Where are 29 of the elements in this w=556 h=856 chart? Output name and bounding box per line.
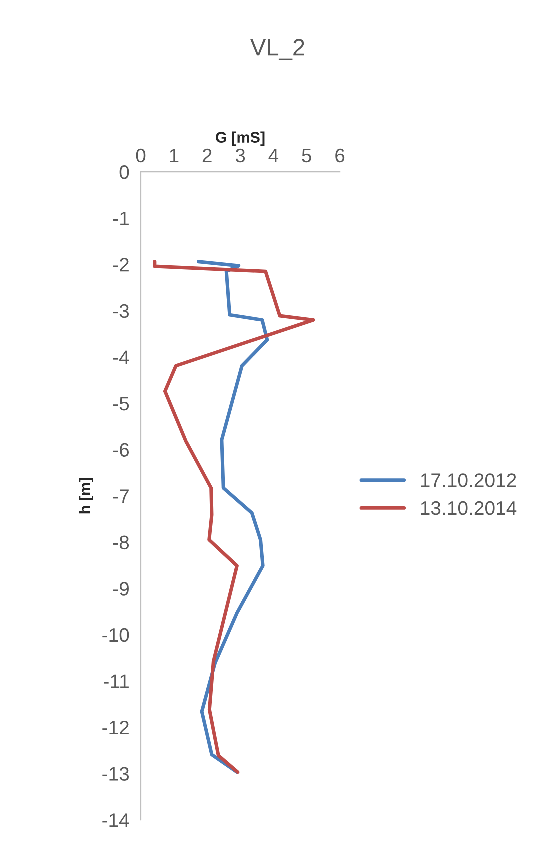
y-tick-label: -3 <box>113 304 130 318</box>
y-tick-label: -4 <box>113 350 130 364</box>
chart-title: VL_2 <box>250 39 304 60</box>
x-tick-label: 1 <box>170 149 179 162</box>
x-tick-label: 4 <box>268 149 279 162</box>
y-tick-label: -9 <box>113 582 129 596</box>
y-tick-label: -2 <box>113 258 129 272</box>
x-axis-title: G [mS] <box>216 132 265 146</box>
y-tick-label: -8 <box>113 536 130 550</box>
y-tick-label: -12 <box>102 720 129 735</box>
x-tick-label: 0 <box>136 148 146 163</box>
line-series <box>153 260 316 774</box>
y-tick-label: -1 <box>113 212 129 226</box>
y-tick-label: -11 <box>104 674 129 688</box>
legend-label: 17.10.2012 <box>421 474 516 488</box>
y-tick-label: -5 <box>113 397 130 411</box>
y-axis-title: h [m] <box>79 478 94 514</box>
y-tick-label: 0 <box>120 166 130 180</box>
x-tick-label: 5 <box>302 149 312 163</box>
x-tick-label: 2 <box>202 148 212 162</box>
y-tick-label: -7 <box>113 490 129 504</box>
legend-label: 13.10.2014 <box>421 501 517 516</box>
y-tick-label: -6 <box>113 443 130 458</box>
y-tick-label: -13 <box>102 767 130 781</box>
y-tick-label: -10 <box>102 628 130 642</box>
x-tick-label: 3 <box>236 148 246 163</box>
line-series <box>196 260 270 774</box>
y-tick-label: -14 <box>102 814 130 828</box>
x-tick-label: 6 <box>336 148 345 163</box>
